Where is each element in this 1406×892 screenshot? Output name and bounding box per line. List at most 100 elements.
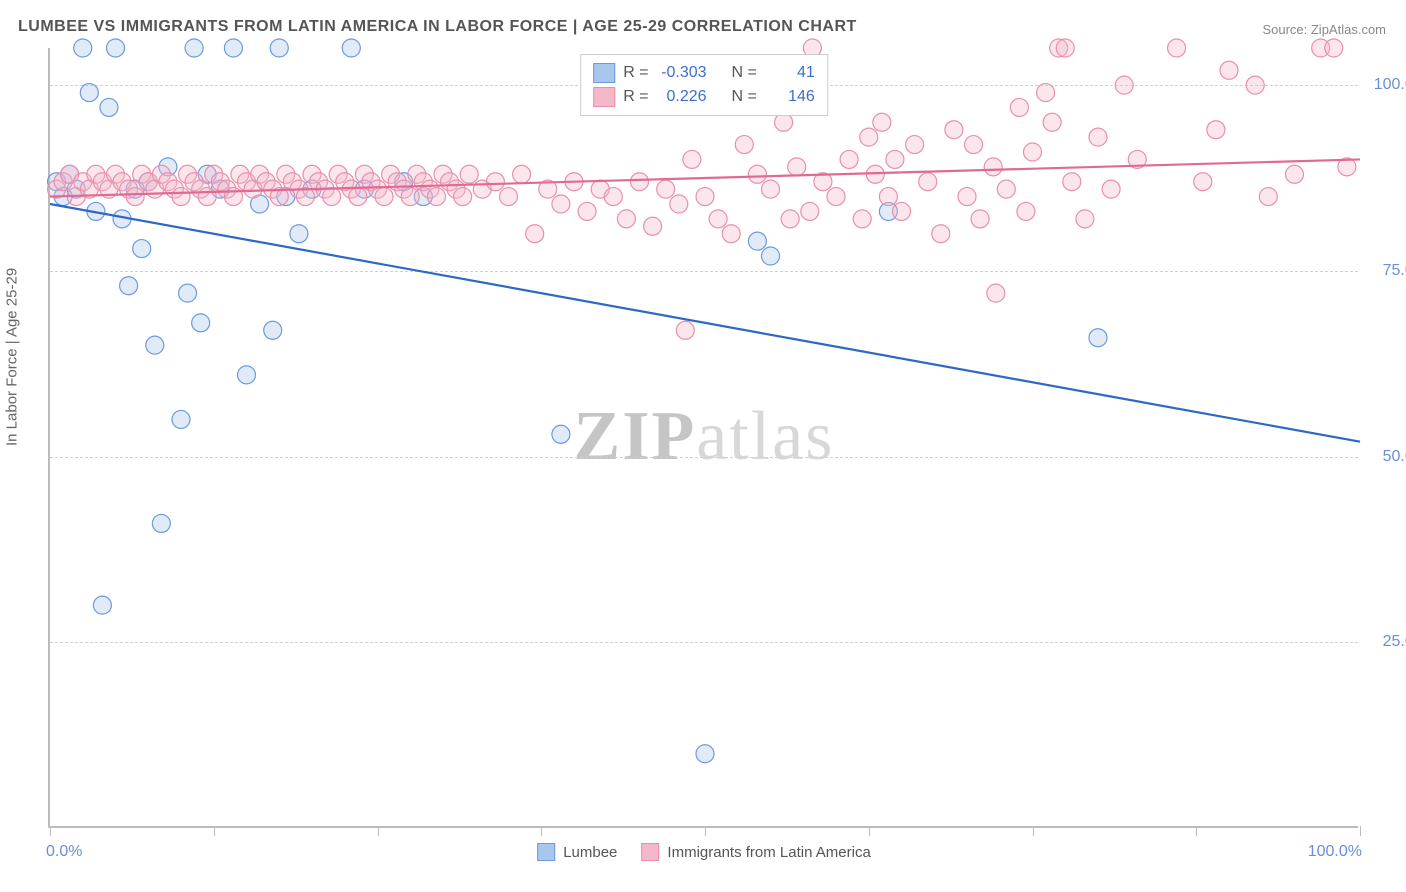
- x-tick: [869, 826, 870, 836]
- scatter-point: [80, 84, 98, 102]
- scatter-point: [945, 121, 963, 139]
- scatter-point: [342, 39, 360, 57]
- scatter-point: [185, 39, 203, 57]
- scatter-point: [198, 188, 216, 206]
- x-tick: [378, 826, 379, 836]
- scatter-point: [617, 210, 635, 228]
- stats-box: R = -0.303 N = 41 R = 0.226 N = 146: [580, 54, 828, 116]
- scatter-point: [676, 321, 694, 339]
- y-tick-label: 50.0%: [1368, 448, 1406, 466]
- scatter-point: [1089, 329, 1107, 347]
- y-tick-label: 75.0%: [1368, 262, 1406, 280]
- scatter-point: [224, 39, 242, 57]
- scatter-point: [460, 165, 478, 183]
- scatter-point: [349, 188, 367, 206]
- scatter-point: [1056, 39, 1074, 57]
- scatter-point: [1024, 143, 1042, 161]
- scatter-point: [997, 180, 1015, 198]
- scatter-point: [1089, 128, 1107, 146]
- scatter-point: [722, 225, 740, 243]
- scatter-point: [762, 247, 780, 265]
- scatter-point: [932, 225, 950, 243]
- scatter-point: [526, 225, 544, 243]
- scatter-point: [696, 745, 714, 763]
- stats-row-lumbee: R = -0.303 N = 41: [593, 61, 815, 85]
- x-tick: [1033, 826, 1034, 836]
- scatter-point: [100, 98, 118, 116]
- scatter-point: [657, 180, 675, 198]
- legend: Lumbee Immigrants from Latin America: [537, 843, 871, 861]
- y-tick-label: 25.0%: [1368, 633, 1406, 651]
- scatter-point: [1043, 113, 1061, 131]
- scatter-point: [893, 202, 911, 220]
- scatter-point: [454, 188, 472, 206]
- legend-swatch-lumbee: [537, 843, 555, 861]
- scatter-point: [987, 284, 1005, 302]
- stats-r-value-immigrants: 0.226: [657, 88, 707, 106]
- scatter-point: [172, 410, 190, 428]
- x-tick-label-min: 0.0%: [46, 843, 82, 861]
- scatter-point: [578, 202, 596, 220]
- scatter-point: [853, 210, 871, 228]
- legend-label-immigrants: Immigrants from Latin America: [667, 844, 870, 861]
- scatter-point: [290, 225, 308, 243]
- scatter-point: [971, 210, 989, 228]
- scatter-point: [965, 136, 983, 154]
- scatter-point: [781, 210, 799, 228]
- scatter-point: [1102, 180, 1120, 198]
- scatter-point: [427, 188, 445, 206]
- scatter-point: [1010, 98, 1028, 116]
- x-tick-label-max: 100.0%: [1308, 843, 1362, 861]
- scatter-point: [748, 232, 766, 250]
- trend-line: [50, 204, 1360, 442]
- scatter-point: [375, 188, 393, 206]
- scatter-point: [126, 188, 144, 206]
- legend-item-immigrants: Immigrants from Latin America: [641, 843, 870, 861]
- stats-r-label: R =: [623, 88, 648, 106]
- stats-swatch-lumbee: [593, 63, 615, 83]
- x-tick: [214, 826, 215, 836]
- scatter-svg: [50, 48, 1358, 826]
- scatter-point: [172, 188, 190, 206]
- scatter-point: [762, 180, 780, 198]
- scatter-point: [179, 284, 197, 302]
- scatter-point: [696, 188, 714, 206]
- stats-n-value-lumbee: 41: [765, 64, 815, 82]
- scatter-point: [670, 195, 688, 213]
- scatter-point: [1259, 188, 1277, 206]
- scatter-point: [107, 39, 125, 57]
- x-tick: [50, 826, 51, 836]
- scatter-point: [1207, 121, 1225, 139]
- scatter-point: [270, 39, 288, 57]
- scatter-point: [401, 188, 419, 206]
- scatter-point: [1076, 210, 1094, 228]
- scatter-point: [631, 173, 649, 191]
- scatter-point: [958, 188, 976, 206]
- scatter-point: [1220, 61, 1238, 79]
- scatter-point: [1325, 39, 1343, 57]
- legend-swatch-immigrants: [641, 843, 659, 861]
- stats-row-immigrants: R = 0.226 N = 146: [593, 85, 815, 109]
- scatter-point: [840, 150, 858, 168]
- x-tick: [1360, 826, 1361, 836]
- scatter-point: [735, 136, 753, 154]
- scatter-point: [644, 217, 662, 235]
- scatter-point: [1168, 39, 1186, 57]
- plot-area: ZIPatlas 25.0%50.0%75.0%100.0% R = -0.30…: [48, 48, 1358, 828]
- scatter-point: [1246, 76, 1264, 94]
- scatter-point: [683, 150, 701, 168]
- scatter-point: [827, 188, 845, 206]
- scatter-point: [133, 240, 151, 258]
- scatter-point: [323, 188, 341, 206]
- scatter-point: [552, 425, 570, 443]
- scatter-point: [860, 128, 878, 146]
- x-tick: [705, 826, 706, 836]
- stats-swatch-immigrants: [593, 87, 615, 107]
- scatter-point: [873, 113, 891, 131]
- scatter-point: [1286, 165, 1304, 183]
- scatter-point: [709, 210, 727, 228]
- scatter-point: [1115, 76, 1133, 94]
- scatter-point: [1194, 173, 1212, 191]
- scatter-point: [552, 195, 570, 213]
- stats-n-label: N =: [731, 64, 756, 82]
